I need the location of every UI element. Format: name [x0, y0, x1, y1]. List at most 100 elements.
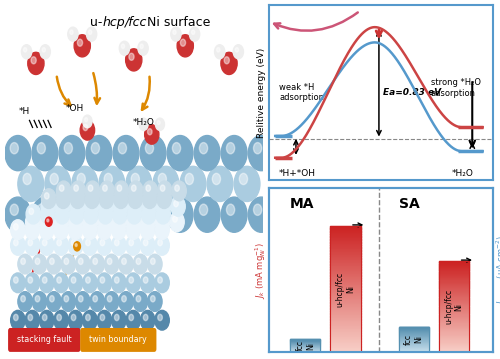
Circle shape [108, 258, 112, 265]
Circle shape [97, 236, 112, 255]
Circle shape [224, 57, 230, 64]
Circle shape [10, 143, 18, 154]
Circle shape [50, 295, 54, 302]
Circle shape [133, 254, 148, 274]
Circle shape [171, 196, 186, 216]
Circle shape [29, 208, 34, 215]
Circle shape [233, 45, 243, 59]
Circle shape [40, 212, 54, 232]
Circle shape [74, 35, 90, 57]
Circle shape [156, 212, 170, 232]
Circle shape [148, 254, 162, 274]
Circle shape [40, 273, 54, 293]
Circle shape [98, 196, 113, 216]
Circle shape [47, 219, 49, 222]
Circle shape [114, 239, 119, 246]
Circle shape [174, 185, 180, 191]
Circle shape [70, 196, 84, 216]
Circle shape [40, 311, 54, 330]
Circle shape [61, 254, 76, 274]
Circle shape [128, 181, 143, 201]
Circle shape [126, 311, 140, 330]
Circle shape [143, 181, 158, 201]
Circle shape [136, 295, 140, 302]
Circle shape [142, 196, 156, 216]
Circle shape [104, 292, 119, 311]
Circle shape [153, 166, 179, 201]
Circle shape [158, 181, 172, 201]
Circle shape [71, 277, 76, 283]
Circle shape [126, 166, 152, 201]
Circle shape [54, 220, 68, 239]
Circle shape [158, 314, 162, 321]
Circle shape [84, 204, 98, 224]
Circle shape [156, 196, 171, 216]
Circle shape [126, 220, 140, 239]
Circle shape [83, 220, 97, 239]
Circle shape [55, 204, 70, 224]
Circle shape [68, 27, 78, 41]
Circle shape [146, 185, 150, 191]
Circle shape [100, 181, 114, 201]
Y-axis label: $J_k$ (mA mg$_{{Ni}}^{{-1}}$): $J_k$ (mA mg$_{{Ni}}^{{-1}}$) [252, 242, 268, 299]
Circle shape [50, 258, 54, 265]
Text: /fcc: /fcc [124, 16, 147, 29]
Circle shape [23, 173, 32, 185]
Circle shape [150, 295, 155, 302]
Circle shape [118, 204, 126, 215]
Circle shape [114, 314, 119, 321]
Circle shape [144, 208, 149, 215]
Circle shape [77, 173, 86, 185]
Circle shape [18, 166, 44, 201]
Circle shape [155, 273, 170, 293]
Circle shape [122, 295, 126, 302]
Circle shape [248, 135, 274, 171]
Circle shape [128, 189, 142, 209]
Circle shape [216, 47, 220, 52]
Circle shape [159, 208, 164, 215]
Bar [398, 327, 429, 352]
Circle shape [32, 197, 58, 232]
Circle shape [21, 258, 25, 265]
Circle shape [99, 166, 124, 201]
Text: Ea=0.83 eV: Ea=0.83 eV [383, 88, 441, 97]
Circle shape [56, 181, 71, 201]
Circle shape [59, 135, 85, 171]
Circle shape [129, 53, 134, 60]
Text: *H+*OH: *H+*OH [278, 169, 316, 178]
Circle shape [114, 277, 119, 283]
Circle shape [40, 45, 50, 59]
Circle shape [140, 273, 155, 293]
Circle shape [86, 197, 112, 232]
Circle shape [72, 216, 76, 222]
Circle shape [158, 277, 162, 283]
Circle shape [172, 181, 186, 201]
Y-axis label: Relitive energy (eV): Relitive energy (eV) [257, 47, 266, 137]
Circle shape [84, 212, 98, 232]
Circle shape [84, 196, 98, 216]
Circle shape [18, 254, 32, 274]
Circle shape [156, 204, 170, 224]
Bar [290, 339, 320, 352]
Circle shape [25, 236, 40, 255]
Circle shape [104, 254, 119, 274]
Text: fcc
Ni: fcc Ni [404, 334, 423, 345]
Text: weak *H
adsorption: weak *H adsorption [280, 83, 324, 102]
Circle shape [28, 216, 33, 222]
Circle shape [226, 204, 234, 215]
Circle shape [50, 173, 58, 185]
FancyBboxPatch shape [8, 328, 81, 352]
Circle shape [140, 311, 155, 330]
Circle shape [28, 239, 32, 246]
Circle shape [40, 220, 54, 239]
Circle shape [102, 193, 106, 199]
Circle shape [172, 216, 178, 222]
Text: *OH: *OH [66, 104, 84, 113]
Circle shape [54, 212, 69, 232]
Circle shape [60, 185, 64, 191]
Circle shape [173, 30, 176, 34]
Circle shape [150, 258, 155, 265]
Circle shape [88, 185, 93, 191]
Circle shape [68, 220, 83, 239]
Circle shape [104, 173, 112, 185]
